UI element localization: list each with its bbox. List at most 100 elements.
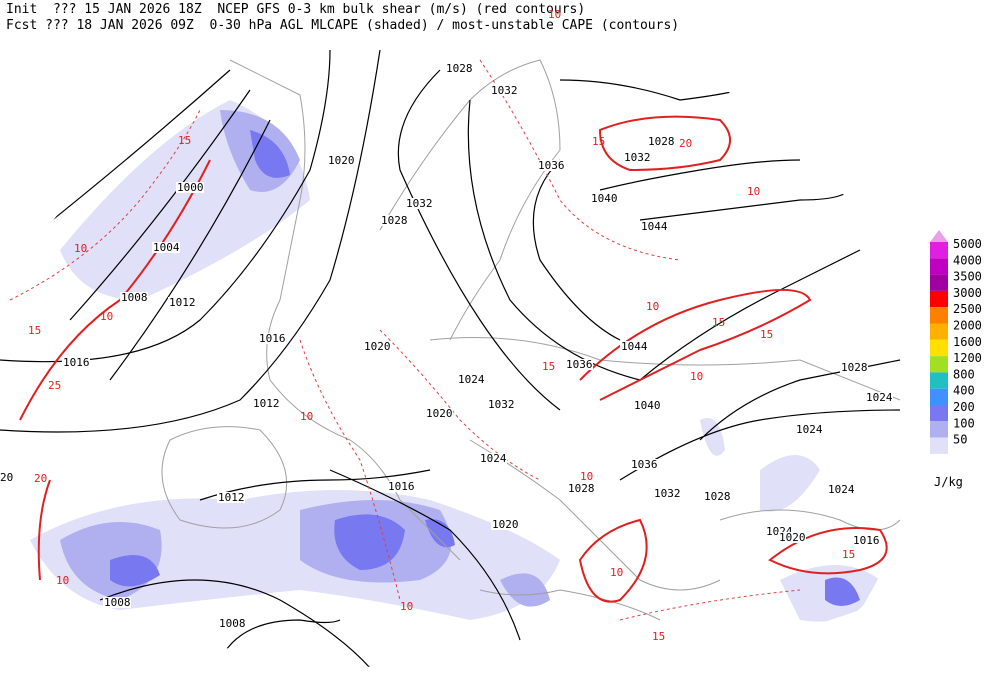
isobar-label: 1016: [63, 356, 90, 369]
isobar-label: 1032: [406, 197, 433, 210]
isobar-label-bg: [795, 424, 823, 435]
legend-swatch: [930, 372, 948, 389]
shear-label: 10: [300, 410, 313, 423]
isobar-label-bg: [567, 483, 595, 494]
isobar-label-bg: [487, 399, 515, 410]
isobar-label: 1028: [704, 490, 731, 503]
isobar-label: 1040: [634, 399, 661, 412]
isobar-label-bg: [387, 481, 415, 492]
legend-label: 2500: [953, 302, 982, 316]
isobar-label: 1028: [568, 482, 595, 495]
isobar-label-bg: [176, 182, 204, 193]
isobar-label-bg: [490, 85, 518, 96]
legend-swatch: [930, 290, 948, 308]
shear-label: 20: [679, 137, 692, 150]
isobar-label-bg: [491, 519, 519, 530]
shear-label: 15: [542, 360, 555, 373]
isobar-label-bg: [380, 215, 408, 226]
isobar-label: 1016: [388, 480, 415, 493]
isobar-label-bg: [217, 492, 245, 503]
isobar-label: 1028: [381, 214, 408, 227]
shear-label: 15: [28, 324, 41, 337]
isobar-label-bg: [120, 292, 148, 303]
isobar-label: 1000: [177, 181, 204, 194]
legend-label: 5000: [953, 237, 982, 251]
legend-swatch: [930, 307, 948, 324]
isobar-label: 1020: [426, 407, 453, 420]
isobar-label-bg: [840, 362, 868, 373]
isobar-label: 1020: [492, 518, 519, 531]
isobar-label-bg: [565, 359, 593, 370]
isobar-label-bg: [103, 597, 131, 608]
legend-swatch: [930, 242, 948, 259]
isobar-label-bg: [252, 398, 280, 409]
isobar-label: 1024: [458, 373, 485, 386]
isobar-label-bg: [218, 618, 246, 629]
legend-label: 1200: [953, 351, 982, 365]
isobar-label-bg: [152, 242, 180, 253]
isobar-label: 1032: [624, 151, 651, 164]
isobar-label: 1020: [364, 340, 391, 353]
isobar-label: 1024: [796, 423, 823, 436]
isobar-label-bg: [647, 136, 675, 147]
isobar-label: 20: [0, 471, 13, 484]
isobar-label-bg: [537, 160, 565, 171]
legend-arrow: [930, 230, 948, 242]
legend-swatch: [930, 405, 948, 422]
legend-label: 400: [953, 384, 975, 398]
isobar-label-bg: [865, 392, 893, 403]
isobar-label: 1028: [841, 361, 868, 374]
shear-label: 15: [842, 548, 855, 561]
legend-swatch: [930, 339, 948, 357]
isobar-label-bg: [620, 341, 648, 352]
cape-shading-200: [110, 130, 860, 606]
isobar-label: 1008: [219, 617, 246, 630]
legend-swatch: [930, 258, 948, 275]
legend-unit: J/kg: [934, 475, 963, 489]
legend-label: 1600: [953, 335, 982, 349]
shear-label: 15: [178, 134, 191, 147]
isobar-label: 1020: [328, 154, 355, 167]
shear-label: 10: [747, 185, 760, 198]
legend-label: 800: [953, 367, 975, 381]
isobar-label: 1032: [654, 487, 681, 500]
shear-label: 15: [592, 135, 605, 148]
isobar-label: 1036: [566, 358, 593, 371]
shear-label: 15: [760, 328, 773, 341]
isobar-label: 1020: [779, 531, 806, 544]
isobar-label: 1012: [253, 397, 280, 410]
isobar-label-bg: [640, 221, 668, 232]
shear-label: 25: [48, 379, 61, 392]
isobar-label: 1008: [104, 596, 131, 609]
isobar-label: 1004: [153, 241, 180, 254]
shear-label: 10: [100, 310, 113, 323]
legend-swatch: [930, 421, 948, 438]
legend-label: 3500: [953, 270, 982, 284]
isobar-label-bg: [633, 400, 661, 411]
isobar-label: 1012: [218, 491, 245, 504]
header-line-2: Fcst ??? 18 JAN 2026 09Z 0-30 hPa AGL ML…: [6, 18, 679, 33]
isobar-label-bg: [630, 459, 658, 470]
isobar-label: 1024: [866, 391, 893, 404]
shear-label: 10: [580, 470, 593, 483]
isobar-label: 1036: [538, 159, 565, 172]
isobar-label-bg: [0, 472, 27, 483]
shear-label: 10: [690, 370, 703, 383]
isobar-label-bg: [765, 526, 793, 537]
legend-swatch: [930, 437, 948, 454]
isobar-label: 1016: [259, 332, 286, 345]
isobar-label: 1044: [641, 220, 668, 233]
shear-label: 10: [548, 8, 561, 21]
isobar-label-bg: [445, 63, 473, 74]
isobar-label-bg: [363, 341, 391, 352]
legend-label: 4000: [953, 253, 982, 267]
isobar-label: 1044: [621, 340, 648, 353]
shear-label: 10: [646, 300, 659, 313]
isobar-label-bg: [653, 488, 681, 499]
legend-swatch: [930, 388, 948, 405]
legend-swatch: [930, 274, 948, 291]
map-field: [0, 49, 901, 676]
isobar-label-bg: [168, 297, 196, 308]
legend-label: 100: [953, 416, 975, 430]
